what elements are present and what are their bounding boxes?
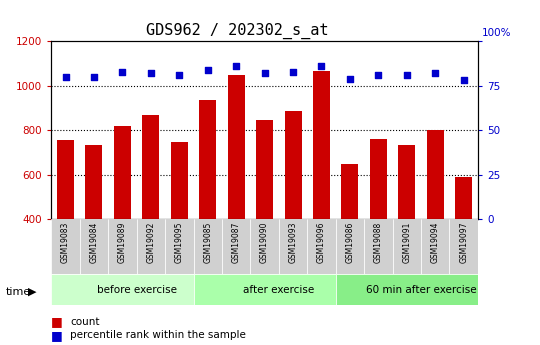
Text: GSM19096: GSM19096	[317, 222, 326, 263]
Text: percentile rank within the sample: percentile rank within the sample	[70, 331, 246, 340]
Bar	[193, 274, 336, 305]
Point	[289, 69, 298, 75]
Bar	[165, 219, 193, 274]
Text: GSM19083: GSM19083	[61, 222, 70, 263]
Point	[175, 72, 184, 78]
Text: GSM19084: GSM19084	[90, 222, 98, 263]
Bar	[108, 219, 137, 274]
Text: GSM19093: GSM19093	[288, 222, 298, 263]
Bar	[449, 219, 478, 274]
Bar	[279, 219, 307, 274]
Bar	[80, 219, 108, 274]
Text: GSM19086: GSM19086	[346, 222, 354, 263]
Bar	[222, 219, 251, 274]
Bar	[51, 219, 80, 274]
Text: 60 min after exercise: 60 min after exercise	[366, 285, 476, 295]
Bar	[399, 145, 415, 219]
Bar	[199, 100, 216, 219]
Text: time: time	[5, 287, 31, 296]
Bar	[193, 219, 222, 274]
Bar	[143, 115, 159, 219]
Text: ■: ■	[51, 329, 63, 342]
Point	[317, 63, 326, 69]
Text: GSM19087: GSM19087	[232, 222, 241, 263]
Text: GDS962 / 202302_s_at: GDS962 / 202302_s_at	[146, 22, 329, 39]
Point	[374, 72, 383, 78]
Bar	[137, 219, 165, 274]
Bar	[114, 126, 131, 219]
Point	[90, 74, 98, 80]
Point	[204, 67, 212, 72]
Bar	[171, 142, 188, 219]
Point	[260, 71, 269, 76]
Text: count: count	[70, 317, 100, 326]
Point	[431, 71, 440, 76]
Text: GSM19094: GSM19094	[431, 222, 440, 263]
Bar	[85, 145, 103, 219]
Bar	[228, 75, 245, 219]
Text: GSM19089: GSM19089	[118, 222, 127, 263]
Bar	[51, 274, 193, 305]
Text: GSM19091: GSM19091	[402, 222, 411, 263]
Bar	[313, 71, 330, 219]
Bar	[364, 219, 393, 274]
Bar	[251, 219, 279, 274]
Point	[61, 74, 70, 80]
Bar	[285, 111, 301, 219]
Text: before exercise: before exercise	[97, 285, 177, 295]
Text: GSM19095: GSM19095	[175, 222, 184, 263]
Text: ■: ■	[51, 315, 63, 328]
Text: after exercise: after exercise	[243, 285, 314, 295]
Bar	[336, 219, 364, 274]
Point	[232, 63, 240, 69]
Bar	[393, 219, 421, 274]
Point	[460, 78, 468, 83]
Text: GSM19088: GSM19088	[374, 222, 383, 263]
Bar	[341, 164, 359, 219]
Bar	[57, 140, 74, 219]
Bar	[421, 219, 449, 274]
Point	[118, 69, 127, 75]
Bar	[370, 139, 387, 219]
Point	[346, 76, 354, 81]
Text: ▶: ▶	[28, 287, 37, 296]
Text: GSM19085: GSM19085	[203, 222, 212, 263]
Bar	[307, 219, 336, 274]
Point	[402, 72, 411, 78]
Bar	[427, 130, 444, 219]
Bar	[256, 120, 273, 219]
Point	[146, 71, 155, 76]
Text: GSM19090: GSM19090	[260, 222, 269, 263]
Bar	[336, 274, 478, 305]
Text: GSM19097: GSM19097	[459, 222, 468, 263]
Bar	[455, 177, 472, 219]
Text: GSM19092: GSM19092	[146, 222, 156, 263]
Text: 100%: 100%	[482, 28, 512, 38]
